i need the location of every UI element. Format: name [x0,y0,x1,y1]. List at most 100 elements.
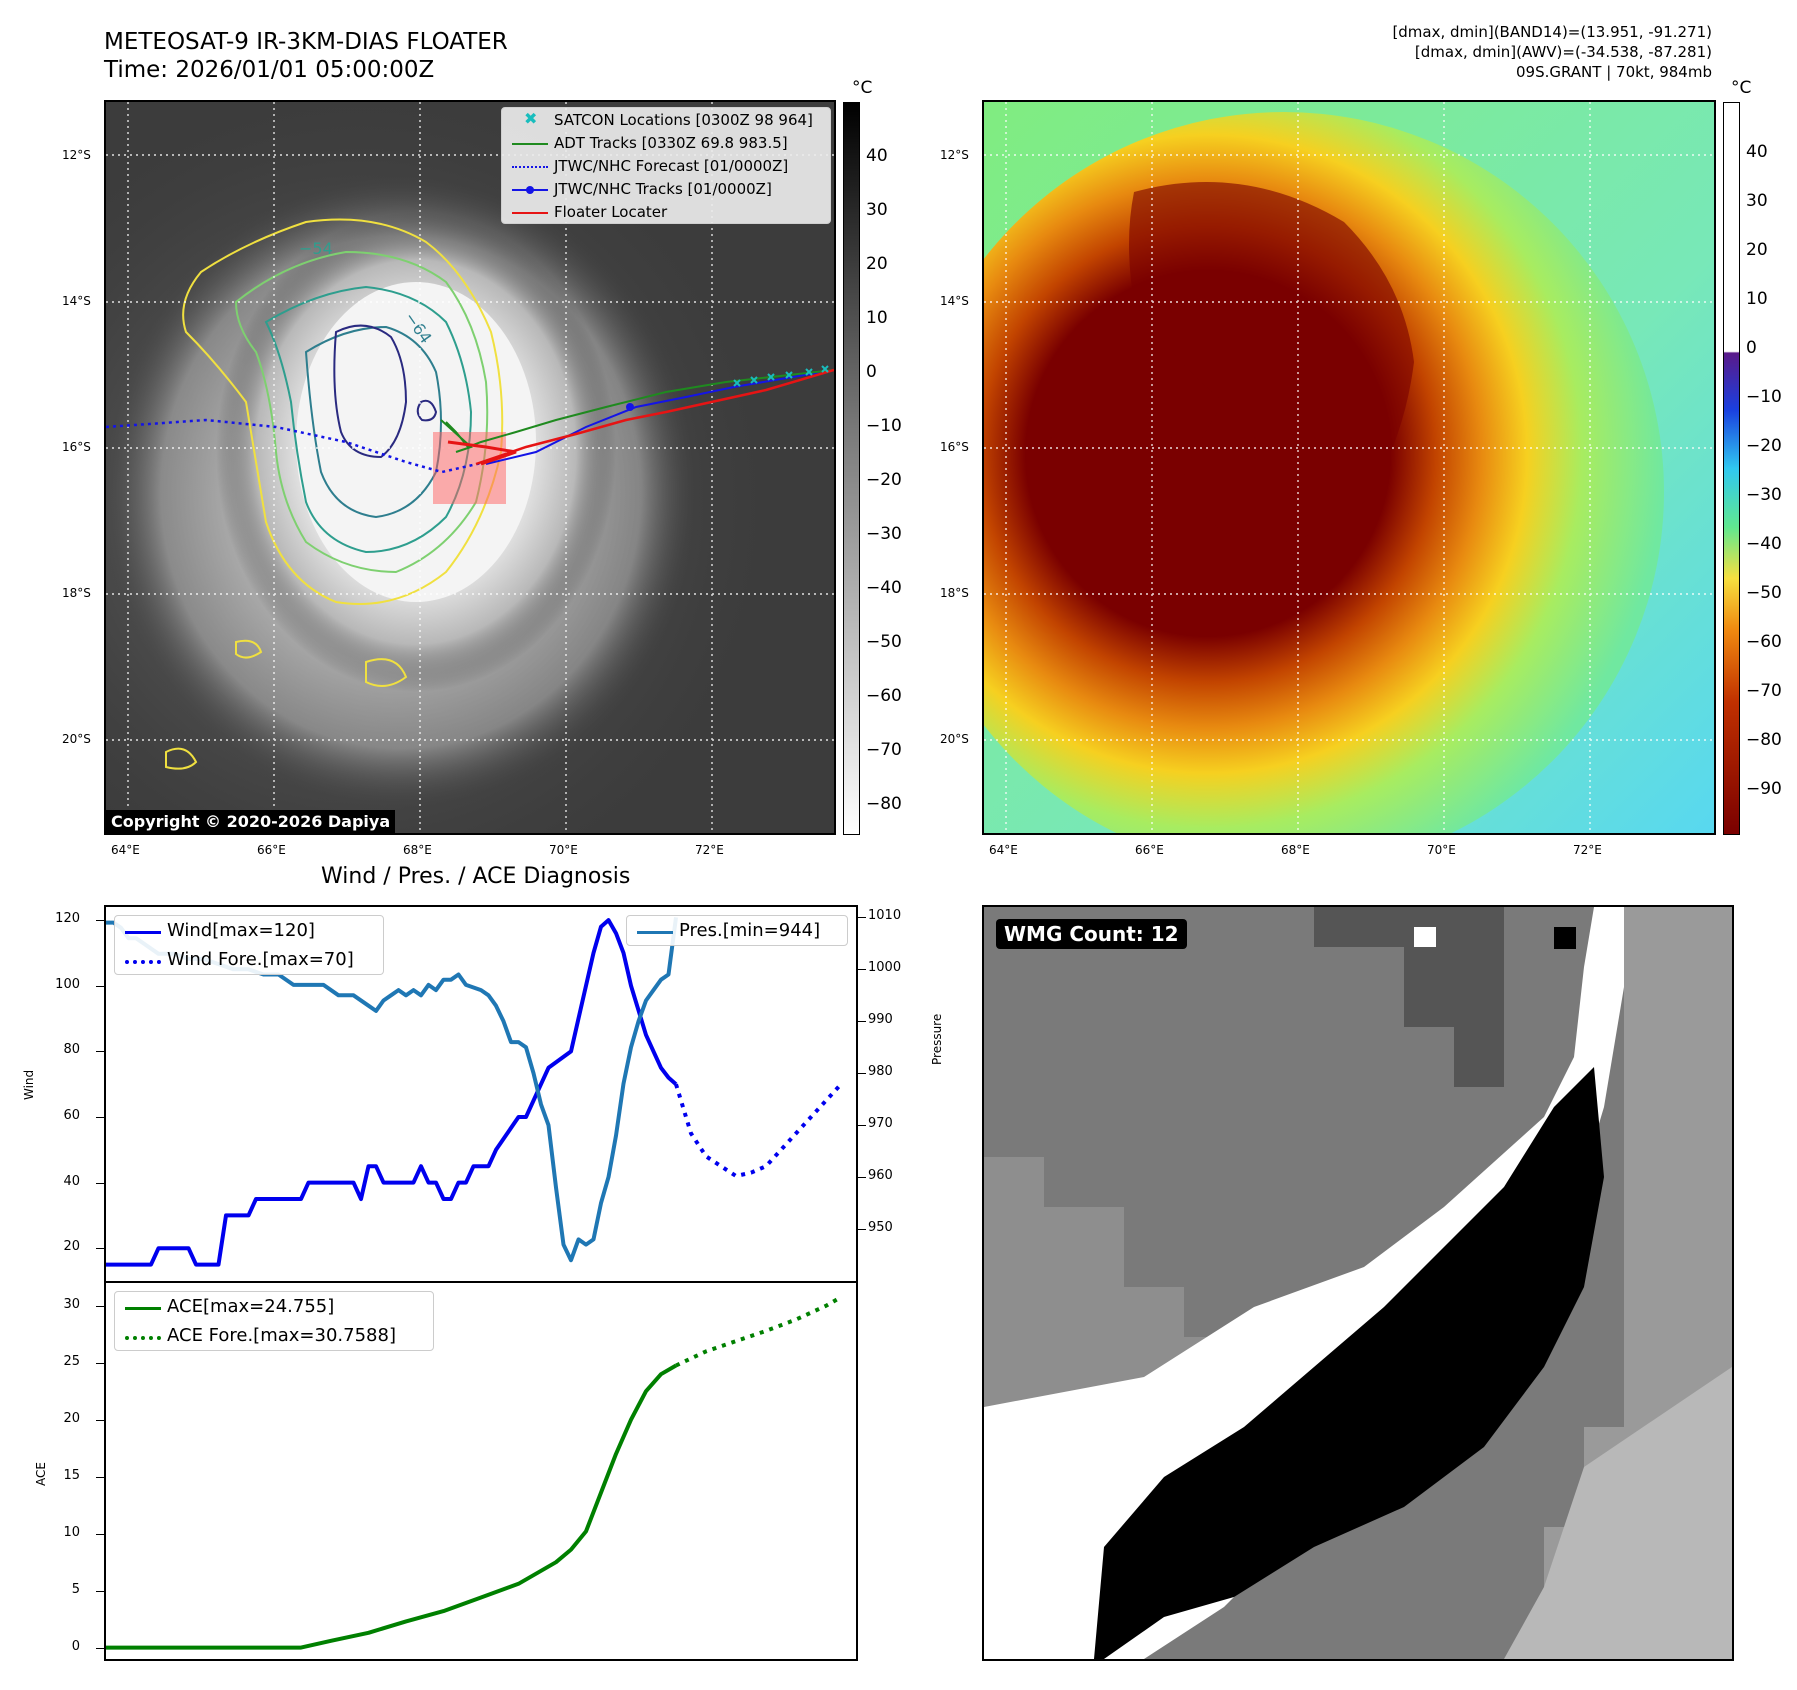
ir-cb-tick: 0 [866,362,877,382]
wv-lon-68e: 68°E [1281,843,1310,857]
pressure-ytick: 980 [868,1064,893,1080]
ir-cb-tick: 10 [866,308,888,328]
wmg-count-label: WMG Count: 12 [996,919,1187,949]
wind-tick-mark [96,1182,104,1184]
wv-cb-tick: −10 [1746,387,1782,407]
ir-colorbar [843,102,860,835]
ir-cb-tick: 40 [866,146,888,166]
wv-cb-tick: 0 [1746,338,1757,358]
satcon-markers [733,365,829,387]
ir-lon-70e: 70°E [549,843,578,857]
ir-colorbar-unit: °C [852,78,873,98]
pressure-tick-mark [858,1125,866,1127]
wv-cb-tick: −40 [1746,534,1782,554]
wv-lat-14s: 14°S [940,294,969,308]
pressure-ytick: 1010 [868,908,902,924]
ir-cb-tick: −20 [866,470,902,490]
wv-cb-tick: −90 [1746,779,1782,799]
wv-cb-tick: −60 [1746,632,1782,652]
wind-tick-mark [96,920,104,922]
ace-tick-mark [96,1647,104,1649]
x-marker-icon: ✖ [524,108,538,128]
wv-map-image [984,102,1714,833]
pressure-ytick: 970 [868,1116,893,1132]
legend-pressure: Pres.[min=944] [679,920,821,941]
ace-ytick: 25 [63,1353,80,1369]
jtwc-track [485,369,834,465]
pressure-tick-mark [858,1021,866,1023]
pressure-ylabel: Pressure [930,1013,944,1065]
title-line-1: METEOSAT-9 IR-3KM-DIAS FLOATER [104,29,508,55]
wv-lon-64e: 64°E [989,843,1018,857]
legend-item-tracks: JTWC/NHC Tracks [01/0000Z] [502,177,830,200]
wv-cb-tick: −30 [1746,485,1782,505]
wv-cb-tick: −20 [1746,436,1782,456]
map-legend: ✖ SATCON Locations [0300Z 98 964] ADT Tr… [501,107,831,224]
figure-title: METEOSAT-9 IR-3KM-DIAS FLOATER Time: 202… [104,28,508,84]
ace-tick-mark [96,1362,104,1364]
ace-tick-mark [96,1419,104,1421]
wv-cb-tick: −50 [1746,583,1782,603]
wv-cb-tick: −80 [1746,730,1782,750]
wv-lon-70e: 70°E [1427,843,1456,857]
ir-lon-66e: 66°E [257,843,286,857]
legend-wind: Wind[max=120] [167,920,315,941]
wv-lon-72e: 72°E [1573,843,1602,857]
legend-ace-forecast: ACE Fore.[max=30.7588] [167,1325,396,1346]
wind-ytick: 20 [63,1239,80,1255]
pressure-tick-mark [858,1229,866,1231]
floater-locator-track [475,368,834,466]
ace-ytick: 30 [63,1296,80,1312]
diag-title: Wind / Pres. / ACE Diagnosis [321,864,631,889]
contour-label-54: −54 [299,239,333,258]
ace-tick-mark [96,1533,104,1535]
wind-ytick: 40 [63,1173,80,1189]
pressure-ytick: 990 [868,1012,893,1028]
legend-item-forecast: JTWC/NHC Forecast [01/0000Z] [502,154,830,177]
pressure-tick-mark [858,1073,866,1075]
pressure-line-icon [637,930,673,934]
ir-cb-tick: −30 [866,524,902,544]
ace-ytick: 0 [71,1638,80,1654]
wind-ytick: 100 [55,976,80,992]
ace-tick-mark [96,1305,104,1307]
wv-cb-tick: −70 [1746,681,1782,701]
copyright-notice: Copyright © 2020-2026 Dapiya [106,810,396,833]
pressure-ytick: 950 [868,1220,893,1236]
ace-chart: ACE[max=24.755] ACE Fore.[max=30.7588] [104,1281,858,1661]
info-line-1: [dmax, dmin](BAND14)=(13.951, -91.271) [1392,23,1712,41]
wv-colorbar-unit: °C [1731,78,1752,98]
legend-wind-forecast: Wind Fore.[max=70] [167,949,354,970]
jtwc-track-point [626,403,634,411]
dotted-blue-line-icon [512,165,548,168]
ir-cb-tick: −60 [866,686,902,706]
title-line-2: Time: 2026/01/01 05:00:00Z [104,57,435,83]
ace-line-icon [125,1306,161,1310]
ace-ytick: 10 [63,1524,80,1540]
pressure-ytick: 960 [868,1168,893,1184]
series-line-ace-max- [106,1363,678,1650]
info-line-3: 09S.GRANT | 70kt, 984mb [1515,63,1712,81]
wv-map-panel [982,100,1716,835]
wind-pressure-chart: Wind[max=120] Wind Fore.[max=70] Pres.[m… [104,905,858,1283]
ir-lon-64e: 64°E [111,843,140,857]
ir-lat-18s: 18°S [62,586,91,600]
ir-cb-tick: −70 [866,740,902,760]
ace-plot [106,1295,843,1650]
ir-lat-12s: 12°S [62,148,91,162]
wv-lat-20s: 20°S [940,732,969,746]
wind-ytick: 80 [63,1042,80,1058]
info-line-2: [dmax, dmin](AWV)=(-34.538, -87.281) [1414,43,1712,61]
wv-cb-tick: 40 [1746,142,1768,162]
wv-colorbar [1723,102,1740,835]
ace-tick-mark [96,1476,104,1478]
series-line-wind-max- [106,918,678,1267]
ir-lon-72e: 72°E [695,843,724,857]
legend-item-floater: Floater Locater [502,200,830,223]
ace-ytick: 20 [63,1410,80,1426]
ace-legend: ACE[max=24.755] ACE Fore.[max=30.7588] [114,1291,434,1351]
wind-tick-mark [96,985,104,987]
pressure-tick-mark [858,1177,866,1179]
ir-cb-tick: −80 [866,794,902,814]
ir-cb-tick: −50 [866,632,902,652]
